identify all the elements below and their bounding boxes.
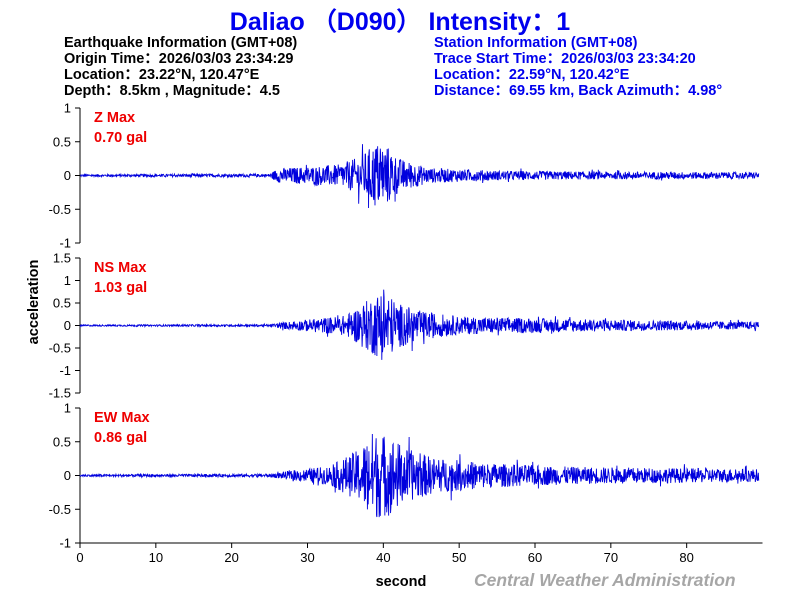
- y-tick-label: 1: [64, 273, 71, 288]
- earthquake-info-heading: Earthquake Information (GMT+08): [64, 35, 298, 51]
- x-tick-label: 10: [149, 550, 163, 565]
- x-tick-label: 30: [300, 550, 314, 565]
- max-value-label: 0.86 gal: [94, 430, 147, 446]
- y-tick-label: -0.5: [49, 502, 71, 517]
- depth-magnitude: Depth：8.5km , Magnitude：4.5: [64, 83, 280, 99]
- y-tick-label: -1.5: [49, 386, 71, 401]
- x-tick-label: 0: [76, 550, 83, 565]
- y-tick-label: 0: [64, 468, 71, 483]
- y-tick-label: 0.5: [53, 134, 71, 149]
- x-tick-label: 60: [528, 550, 542, 565]
- x-tick-label: 80: [679, 550, 693, 565]
- watermark: Central Weather Administration: [474, 570, 736, 590]
- waveform-trace-1: [79, 289, 760, 360]
- page-title: Daliao （D090） Intensity：1: [229, 8, 571, 36]
- y-tick-label: -1: [59, 236, 71, 251]
- y-tick-label: 0: [64, 168, 71, 183]
- y-tick-label: 0.5: [53, 296, 71, 311]
- x-tick-label: 50: [452, 550, 466, 565]
- waveform-trace-0: [79, 144, 760, 209]
- component-label: Z Max: [94, 110, 135, 126]
- y-tick-label: 0.5: [53, 434, 71, 449]
- waveform-trace-2: [79, 434, 760, 518]
- x-axis-title: second: [376, 574, 427, 590]
- y-tick-label: 1.5: [53, 251, 71, 266]
- trace-start-time: Trace Start Time：2026/03/03 23:34:20: [434, 51, 696, 67]
- x-tick-label: 20: [224, 550, 238, 565]
- distance-azimuth: Distance：69.55 km, Back Azimuth：4.98°: [434, 83, 723, 99]
- x-tick-label: 40: [376, 550, 390, 565]
- y-tick-label: 1: [64, 401, 71, 416]
- x-tick-label: 70: [604, 550, 618, 565]
- component-label: NS Max: [94, 260, 146, 276]
- y-tick-label: 0: [64, 318, 71, 333]
- station-info-heading: Station Information (GMT+08): [434, 35, 638, 51]
- station-info: Station Information (GMT+08) Trace Start…: [434, 35, 722, 99]
- y-tick-label: -1: [59, 363, 71, 378]
- y-axis-title: acceleration: [26, 260, 42, 345]
- y-tick-label: 1: [64, 101, 71, 116]
- max-value-label: 0.70 gal: [94, 130, 147, 146]
- station-location: Location：22.59°N, 120.42°E: [434, 67, 630, 83]
- y-tick-label: -0.5: [49, 341, 71, 356]
- component-label: EW Max: [94, 410, 150, 426]
- earthquake-info: Earthquake Information (GMT+08) Origin T…: [64, 35, 297, 99]
- max-value-label: 1.03 gal: [94, 280, 147, 296]
- y-tick-label: -1: [59, 536, 71, 551]
- y-tick-label: -0.5: [49, 202, 71, 217]
- epicenter-location: Location：23.22°N, 120.47°E: [64, 67, 260, 83]
- origin-time: Origin Time：2026/03/03 23:34:29: [64, 51, 294, 67]
